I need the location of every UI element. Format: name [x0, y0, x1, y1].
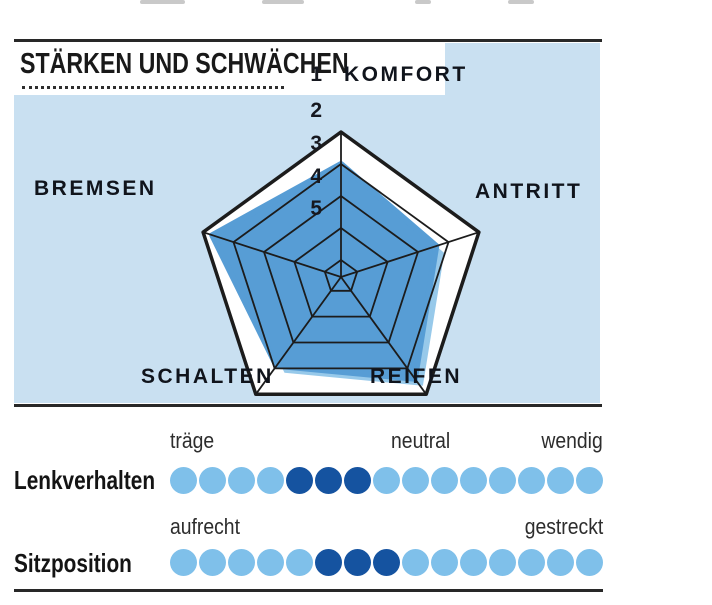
rating-dot-dark — [344, 549, 371, 576]
cropped-text-remnant — [508, 0, 534, 4]
axis-label-schalten: SCHALTEN — [141, 365, 274, 388]
dotted-rule — [22, 86, 284, 89]
rating-dot-light — [228, 549, 255, 576]
rating-dot-dark — [344, 467, 371, 494]
rating-dot-dark — [315, 549, 342, 576]
cropped-text-remnant — [262, 0, 304, 4]
scale-label-gestreckt: gestreckt — [524, 514, 603, 539]
cropped-text-remnant — [415, 0, 431, 4]
rating-dot-light — [489, 467, 516, 494]
rating-dot-light — [373, 467, 400, 494]
axis-label-bremsen: BREMSEN — [34, 177, 157, 200]
radar-tick-4: 4 — [310, 165, 322, 188]
cropped-text-remnant — [140, 0, 185, 4]
section-header: STÄRKEN UND SCHWÄCHEN — [14, 43, 445, 95]
rating-dot-light — [576, 467, 603, 494]
rating-dot-light — [402, 549, 429, 576]
row-label-sitzposition: Sitzposition — [14, 548, 132, 578]
rating-dot-dark — [315, 467, 342, 494]
rating-dot-light — [257, 549, 284, 576]
rating-dot-light — [431, 467, 458, 494]
rating-dot-light — [460, 467, 487, 494]
axis-label-antritt: ANTRITT — [475, 180, 583, 203]
rating-dot-light — [547, 549, 574, 576]
bottom-rule — [14, 589, 603, 592]
lenkverhalten-dot-scale — [170, 467, 603, 494]
section-title: STÄRKEN UND SCHWÄCHEN — [20, 48, 349, 80]
rating-dot-light — [518, 467, 545, 494]
rating-dot-light — [460, 549, 487, 576]
rating-dot-light — [286, 549, 313, 576]
rating-dot-light — [547, 467, 574, 494]
rating-dot-dark — [286, 467, 313, 494]
rating-dot-light — [489, 549, 516, 576]
scale-label-neutral: neutral — [390, 428, 450, 453]
rating-dot-light — [199, 467, 226, 494]
rating-dot-dark — [373, 549, 400, 576]
scale-label-traege: träge — [170, 428, 215, 453]
axis-label-komfort: KOMFORT — [344, 63, 468, 86]
radar-chart — [201, 130, 481, 397]
rating-dot-light — [170, 549, 197, 576]
radar-panel: STÄRKEN UND SCHWÄCHEN — [14, 43, 600, 403]
lenkverhalten-scale-words: träge neutral wendig — [170, 428, 603, 454]
scale-label-wendig: wendig — [541, 428, 603, 453]
radar-tick-5: 5 — [310, 197, 322, 220]
rating-dot-light — [199, 549, 226, 576]
rating-dot-light — [257, 467, 284, 494]
row-label-lenkverhalten: Lenkverhalten — [14, 465, 156, 495]
rating-dot-light — [576, 549, 603, 576]
axis-label-reifen: REIFEN — [370, 365, 463, 388]
rating-dot-light — [170, 467, 197, 494]
sitzposition-scale-words: aufrecht gestreckt — [170, 514, 603, 540]
rating-dot-light — [431, 549, 458, 576]
rating-dot-light — [518, 549, 545, 576]
scale-label-aufrecht: aufrecht — [170, 514, 240, 539]
sitzposition-dot-scale — [170, 549, 603, 576]
top-rule — [14, 39, 602, 42]
rating-dot-light — [402, 467, 429, 494]
radar-tick-1: 1 — [310, 63, 322, 86]
radar-tick-3: 3 — [310, 132, 322, 155]
radar-tick-2: 2 — [310, 99, 322, 122]
mid-rule — [14, 404, 602, 407]
rating-dot-light — [228, 467, 255, 494]
